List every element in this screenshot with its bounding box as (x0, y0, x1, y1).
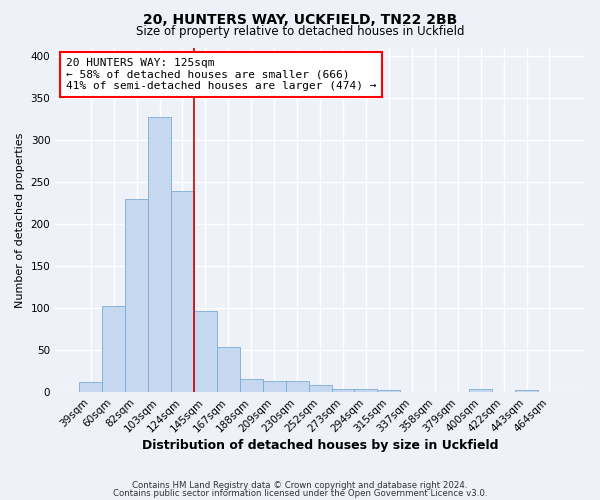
Bar (79, 382, 102, 392)
Bar (263, 382, 286, 392)
Bar (286, 382, 308, 392)
Bar (308, 384, 332, 392)
Bar (515, 390, 538, 392)
Text: 20, HUNTERS WAY, UCKFIELD, TN22 2BB: 20, HUNTERS WAY, UCKFIELD, TN22 2BB (143, 12, 457, 26)
Bar (102, 306, 125, 392)
Text: 20 HUNTERS WAY: 125sqm
← 58% of detached houses are smaller (666)
41% of semi-de: 20 HUNTERS WAY: 125sqm ← 58% of detached… (66, 58, 376, 91)
Bar (217, 347, 240, 392)
Bar (240, 379, 263, 392)
Y-axis label: Number of detached properties: Number of detached properties (15, 132, 25, 308)
Bar (355, 389, 377, 392)
Bar (469, 389, 492, 392)
Bar (194, 310, 217, 392)
X-axis label: Distribution of detached houses by size in Uckfield: Distribution of detached houses by size … (142, 440, 499, 452)
Bar (377, 390, 400, 392)
Text: Contains HM Land Registry data © Crown copyright and database right 2024.: Contains HM Land Registry data © Crown c… (132, 481, 468, 490)
Bar (148, 118, 171, 392)
Bar (125, 199, 148, 392)
Text: Contains public sector information licensed under the Open Government Licence v3: Contains public sector information licen… (113, 488, 487, 498)
Bar (332, 389, 355, 392)
Bar (171, 192, 194, 392)
Text: Size of property relative to detached houses in Uckfield: Size of property relative to detached ho… (136, 25, 464, 38)
